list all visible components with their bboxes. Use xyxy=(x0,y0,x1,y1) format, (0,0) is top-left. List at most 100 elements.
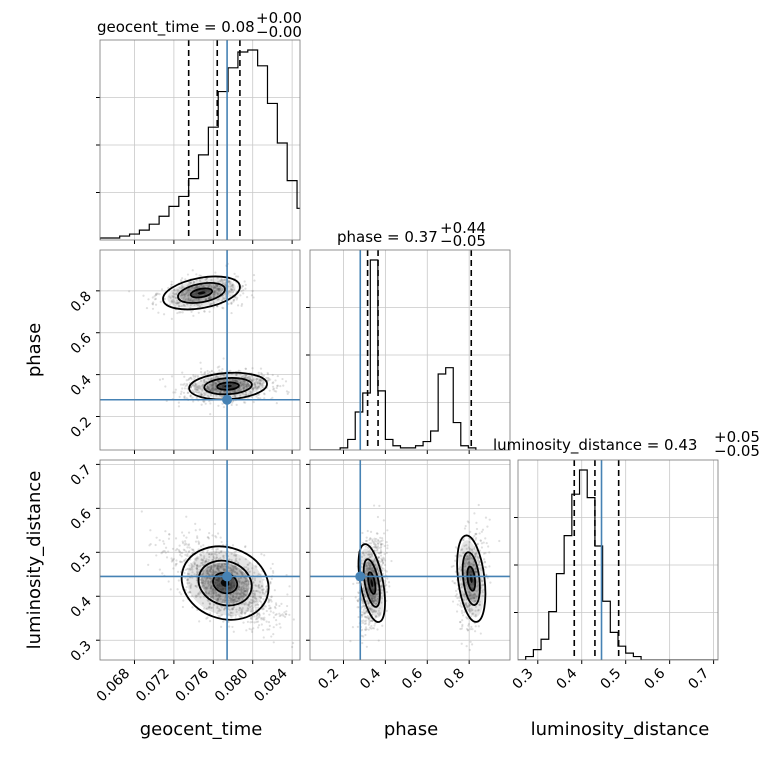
point-lumdist-vs-phase-734 xyxy=(471,597,474,600)
point-lumdist-vs-phase-1251 xyxy=(370,608,373,611)
point-lumdist-vs-phase-128 xyxy=(375,599,378,603)
point-lumdist-vs-phase-170 xyxy=(368,564,371,567)
point-phase-vs-geocent-1353 xyxy=(250,395,254,399)
point-phase-vs-geocent-887 xyxy=(209,302,212,306)
point-lumdist-vs-geocent-690 xyxy=(184,588,187,592)
point-phase-vs-geocent-366 xyxy=(176,290,179,293)
point-phase-vs-geocent-1206 xyxy=(178,305,181,308)
point-lumdist-vs-phase-227 xyxy=(364,564,367,567)
point-lumdist-vs-geocent-823 xyxy=(234,566,237,569)
point-phase-vs-geocent-470 xyxy=(185,382,189,386)
point-lumdist-vs-geocent-654 xyxy=(254,618,258,621)
point-phase-vs-geocent-985 xyxy=(196,386,199,389)
point-lumdist-vs-geocent-232 xyxy=(257,603,260,607)
point-lumdist-vs-geocent-1160 xyxy=(208,583,211,586)
point-lumdist-vs-phase-27 xyxy=(381,543,384,546)
point-lumdist-vs-geocent-1338 xyxy=(210,595,213,598)
point-phase-vs-geocent-786 xyxy=(184,298,188,301)
point-phase-vs-geocent-344 xyxy=(221,402,224,405)
point-lumdist-vs-geocent-499 xyxy=(216,579,219,582)
point-lumdist-vs-phase-788 xyxy=(459,578,462,581)
point-lumdist-vs-geocent-699 xyxy=(164,546,168,549)
point-lumdist-vs-phase-1018 xyxy=(370,553,373,556)
point-lumdist-vs-phase-901 xyxy=(379,579,382,582)
point-lumdist-vs-geocent-1207 xyxy=(184,540,187,543)
point-phase-vs-geocent-741 xyxy=(229,282,232,285)
point-lumdist-vs-geocent-581 xyxy=(189,584,192,587)
point-lumdist-vs-geocent-8 xyxy=(242,582,245,585)
ylabel-luminosity-distance: luminosity_distance xyxy=(24,471,45,650)
point-phase-vs-geocent-349 xyxy=(253,279,256,282)
point-lumdist-vs-geocent-1251 xyxy=(267,621,271,624)
point-lumdist-vs-phase-1091 xyxy=(383,563,387,567)
point-lumdist-vs-geocent-666 xyxy=(262,628,265,632)
point-lumdist-vs-geocent-3 xyxy=(196,573,199,576)
point-lumdist-vs-geocent-134 xyxy=(196,566,199,569)
point-lumdist-vs-geocent-744 xyxy=(216,595,219,598)
point-phase-vs-geocent-279 xyxy=(253,383,256,386)
point-lumdist-vs-geocent-314 xyxy=(236,600,240,603)
point-lumdist-vs-geocent-1221 xyxy=(235,567,238,570)
point-phase-vs-geocent-194 xyxy=(240,375,243,378)
point-lumdist-vs-phase-702 xyxy=(375,546,378,549)
point-lumdist-vs-geocent-375 xyxy=(235,600,239,603)
point-lumdist-vs-geocent-953 xyxy=(189,591,192,594)
point-lumdist-vs-geocent-169 xyxy=(242,588,245,591)
point-lumdist-vs-phase-839 xyxy=(373,596,377,599)
point-phase-vs-geocent-1347 xyxy=(231,378,235,381)
point-lumdist-vs-geocent-1103 xyxy=(238,579,241,582)
point-lumdist-vs-geocent-569 xyxy=(257,590,260,593)
point-lumdist-vs-geocent-483 xyxy=(210,586,213,589)
point-phase-vs-geocent-581 xyxy=(170,280,173,283)
point-lumdist-vs-geocent-935 xyxy=(201,562,204,565)
point-lumdist-vs-geocent-181 xyxy=(179,551,182,554)
point-lumdist-vs-geocent-312 xyxy=(205,566,208,569)
point-phase-vs-geocent-1032 xyxy=(233,394,236,398)
point-phase-vs-geocent-462 xyxy=(275,390,278,393)
point-phase-vs-geocent-1254 xyxy=(231,284,234,287)
point-phase-vs-geocent-335 xyxy=(194,383,197,386)
point-lumdist-vs-phase-954 xyxy=(370,577,373,580)
point-lumdist-vs-geocent-334 xyxy=(202,580,205,583)
point-lumdist-vs-phase-902 xyxy=(363,604,366,608)
point-lumdist-vs-geocent-721 xyxy=(241,573,244,577)
point-lumdist-vs-geocent-585 xyxy=(222,590,225,593)
point-lumdist-vs-geocent-644 xyxy=(217,567,220,570)
point-lumdist-vs-phase-1023 xyxy=(470,549,473,552)
point-phase-vs-geocent-187 xyxy=(195,285,199,288)
point-phase-vs-geocent-393 xyxy=(216,292,219,295)
point-lumdist-vs-phase-502 xyxy=(468,561,471,564)
point-phase-vs-geocent-1209 xyxy=(177,288,180,292)
point-lumdist-vs-geocent-1281 xyxy=(242,584,245,588)
point-lumdist-vs-geocent-104 xyxy=(217,567,220,570)
panel-border-luminosity-distance xyxy=(517,459,719,661)
point-phase-vs-geocent-1365 xyxy=(227,280,230,283)
point-lumdist-vs-geocent-473 xyxy=(211,573,214,576)
point-lumdist-vs-geocent-1195 xyxy=(216,606,219,610)
point-phase-vs-geocent-831 xyxy=(152,301,155,304)
point-lumdist-vs-phase-742 xyxy=(474,570,478,573)
point-lumdist-vs-phase-719 xyxy=(371,569,374,572)
truth-point-lumdist-vs-geocent xyxy=(222,571,233,582)
point-lumdist-vs-geocent-1147 xyxy=(207,553,211,556)
truth-point-lumdist-vs-phase xyxy=(355,571,366,582)
point-phase-vs-geocent-69 xyxy=(202,289,206,292)
point-phase-vs-geocent-942 xyxy=(230,403,233,407)
point-lumdist-vs-geocent-677 xyxy=(240,608,243,611)
point-lumdist-vs-geocent-587 xyxy=(230,567,233,571)
point-phase-vs-geocent-1245 xyxy=(220,370,223,373)
point-lumdist-vs-geocent-1325 xyxy=(228,588,232,591)
point-phase-vs-geocent-186 xyxy=(246,382,249,386)
point-lumdist-vs-geocent-1216 xyxy=(286,593,289,596)
point-lumdist-vs-geocent-1386 xyxy=(229,584,233,587)
point-lumdist-vs-phase-1182 xyxy=(371,539,374,543)
point-phase-vs-geocent-848 xyxy=(210,302,214,306)
point-lumdist-vs-phase-67 xyxy=(475,521,478,524)
point-lumdist-vs-phase-672 xyxy=(466,520,469,523)
point-phase-vs-geocent-401 xyxy=(256,393,260,396)
point-lumdist-vs-geocent-542 xyxy=(202,573,205,576)
point-lumdist-vs-phase-528 xyxy=(454,595,457,598)
point-phase-vs-geocent-978 xyxy=(188,289,191,292)
point-lumdist-vs-geocent-1371 xyxy=(212,569,215,572)
point-lumdist-vs-phase-1304 xyxy=(452,564,455,568)
